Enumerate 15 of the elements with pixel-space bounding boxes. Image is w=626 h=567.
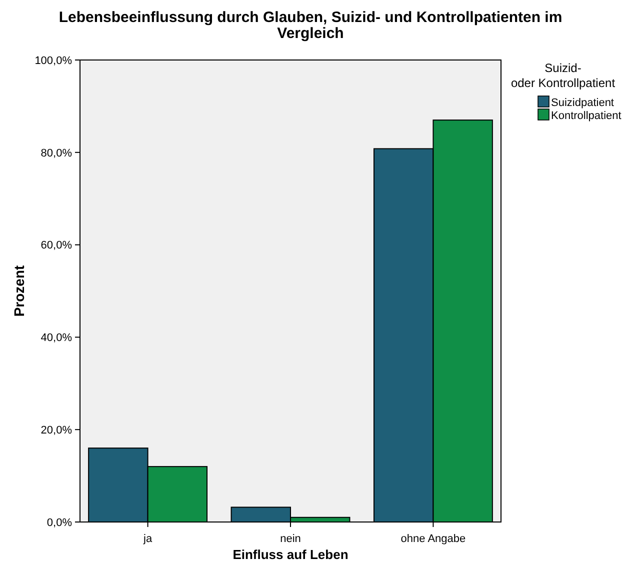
x-tick-label: ohne Angabe: [400, 533, 466, 545]
legend-label: Kontrollpatient: [551, 110, 622, 122]
x-axis-title: Einfluss auf Leben: [232, 547, 348, 562]
y-tick-label: 100,0%: [34, 54, 72, 67]
legend-label: Suizidpatient: [551, 97, 614, 109]
y-tick-label: 60,0%: [40, 240, 72, 252]
y-axis-title: Prozent: [11, 264, 27, 317]
x-tick-label: ja: [142, 533, 153, 545]
y-tick-label: 80,0%: [40, 147, 72, 160]
chart-title: Lebensbeeinflussung durch Glauben, Suizid- und Kontrollpatienten im Vergleich: [58, 9, 562, 42]
y-tick-label: 0,0%: [46, 516, 72, 529]
x-tick-label: nein: [280, 533, 301, 545]
y-tick-label: 20,0%: [40, 424, 72, 436]
y-tick-label: 40,0%: [40, 332, 72, 344]
legend-title: Suizid- oder Kontrollpatient: [510, 61, 616, 90]
